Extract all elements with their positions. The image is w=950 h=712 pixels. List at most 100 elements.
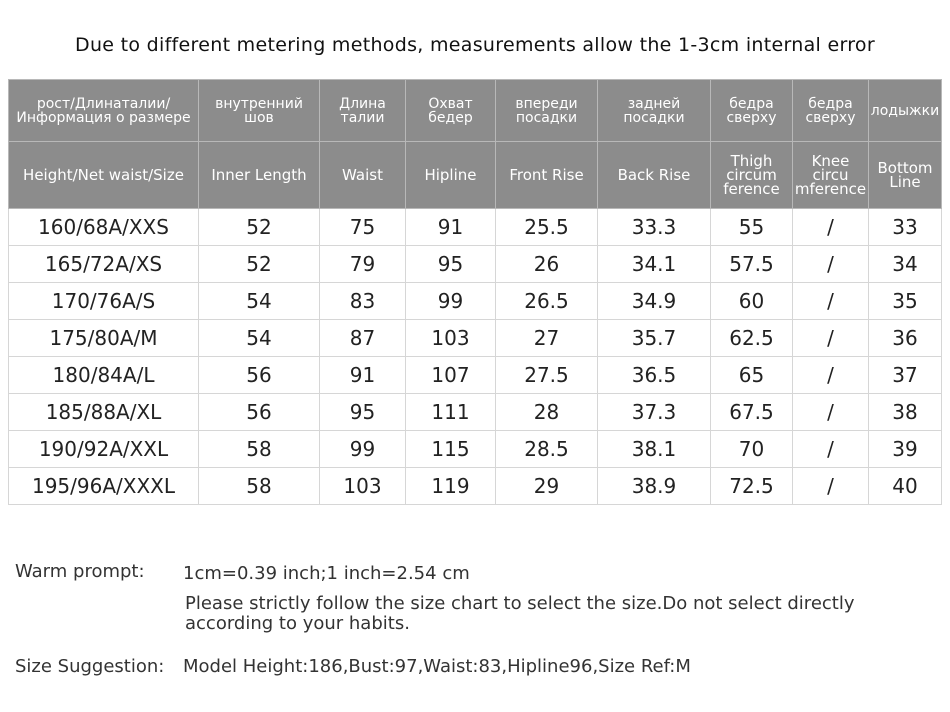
- header-line: рост/Длинаталии/: [36, 95, 171, 112]
- header-line: ference: [723, 180, 780, 198]
- header-cell: Back Rise: [597, 141, 711, 209]
- table-cell: 56: [198, 356, 320, 394]
- table-cell: 34.9: [597, 282, 711, 320]
- title: Due to different metering methods, measu…: [75, 34, 875, 56]
- header-cell: рост/Длинаталии/Информация о размере: [8, 79, 199, 142]
- table-row: 165/72A/XS 52 79 95 26 34.1 57.5/34: [8, 245, 942, 283]
- header-line: задней: [627, 95, 681, 112]
- header-line: бедра: [729, 95, 774, 112]
- table-cell: 190/92A/XXL: [8, 430, 199, 468]
- table-cell: 27.5: [495, 356, 598, 394]
- size-table: рост/Длинаталии/Информация о размере внут…: [8, 79, 942, 505]
- table-cell: 62.5: [710, 319, 793, 357]
- table-cell: 91: [319, 356, 406, 394]
- header-line: посадки: [515, 109, 578, 126]
- table-cell: /: [792, 282, 869, 320]
- table-row: 185/88A/XL 56 95 111 28 37.3 67.5/38: [8, 393, 942, 431]
- header-line: Front Rise: [509, 166, 584, 184]
- table-cell: 67.5: [710, 393, 793, 431]
- header-line: Knee: [811, 152, 850, 170]
- header-cell: Длина талии: [319, 79, 406, 142]
- header-row-ru: рост/Длинаталии/Информация о размере внут…: [8, 79, 942, 142]
- header-cell: Front Rise: [495, 141, 598, 209]
- table-cell: /: [792, 356, 869, 394]
- header-cell: Knee circu mference: [792, 141, 869, 209]
- header-line: сверху: [726, 109, 777, 126]
- table-cell: 103: [319, 467, 406, 505]
- header-line: Line: [889, 173, 921, 191]
- header-line: внутренний: [215, 95, 303, 112]
- table-cell: 26.5: [495, 282, 598, 320]
- header-cell: задней посадки: [597, 79, 711, 142]
- table-cell: 36.5: [597, 356, 711, 394]
- table-cell: 170/76A/S: [8, 282, 199, 320]
- table-cell: 28: [495, 393, 598, 431]
- table-cell: 65: [710, 356, 793, 394]
- table-cell: 95: [405, 245, 496, 283]
- header-line: circu: [812, 166, 849, 184]
- table-cell: /: [792, 430, 869, 468]
- table-cell: 99: [319, 430, 406, 468]
- header-cell: Waist: [319, 141, 406, 209]
- header-line: талии: [340, 109, 385, 126]
- header-cell: Inner Length: [198, 141, 320, 209]
- header-line: Back Rise: [617, 166, 691, 184]
- warm-line: Please strictly follow the size chart to…: [185, 593, 855, 634]
- table-cell: 38.1: [597, 430, 711, 468]
- table-cell: 195/96A/XXXL: [8, 467, 199, 505]
- table-cell: 37: [868, 356, 942, 394]
- header-line: шов: [244, 109, 274, 126]
- header-line: Inner Length: [211, 166, 307, 184]
- table-cell: 37.3: [597, 393, 711, 431]
- header-line: Охват: [428, 95, 473, 112]
- table-cell: /: [792, 319, 869, 357]
- table-cell: 33.3: [597, 208, 711, 246]
- header-line: посадки: [623, 109, 685, 126]
- header-line: Длина: [339, 95, 386, 112]
- table-cell: 91: [405, 208, 496, 246]
- suggest-label: Size Suggestion:: [15, 656, 165, 677]
- header-line: Bottom: [877, 159, 933, 177]
- table-cell: 34.1: [597, 245, 711, 283]
- table-row: 160/68A/XXS 52 75 91 25.5 33.3 55/33: [8, 208, 942, 246]
- table-cell: 58: [198, 467, 320, 505]
- header-cell: Thigh circum ference: [710, 141, 793, 209]
- table-cell: 52: [198, 208, 320, 246]
- header-line: circum: [726, 166, 777, 184]
- table-cell: 79: [319, 245, 406, 283]
- header-cell: лодыжки: [868, 79, 942, 142]
- table-cell: 185/88A/XL: [8, 393, 199, 431]
- table-cell: 60: [710, 282, 793, 320]
- header-cell: впереди посадки: [495, 79, 598, 142]
- table-cell: /: [792, 467, 869, 505]
- header-line: впереди: [515, 95, 578, 112]
- header-line: бедра: [808, 95, 853, 112]
- header-line: лодыжки: [870, 102, 940, 119]
- table-cell: 55: [710, 208, 793, 246]
- table-cell: 75: [319, 208, 406, 246]
- table-cell: 83: [319, 282, 406, 320]
- table-cell: 54: [198, 282, 320, 320]
- table-cell: 35.7: [597, 319, 711, 357]
- table-cell: 115: [405, 430, 496, 468]
- table-row: 190/92A/XXL 58 99 115 28.5 38.1 70/39: [8, 430, 942, 468]
- table-row: 170/76A/S 54 83 99 26.5 34.9 60/35: [8, 282, 942, 320]
- header-line: Waist: [342, 166, 383, 184]
- table-cell: 99: [405, 282, 496, 320]
- header-cell: Hipline: [405, 141, 496, 209]
- table-cell: 107: [405, 356, 496, 394]
- table-cell: 103: [405, 319, 496, 357]
- header-line: Информация о размере: [16, 109, 191, 126]
- table-cell: 38: [868, 393, 942, 431]
- table-cell: 28.5: [495, 430, 598, 468]
- table-cell: 40: [868, 467, 942, 505]
- warm-line: 1cm=0.39 inch;1 inch=2.54 cm: [183, 563, 470, 584]
- header-cell: Охват бедер: [405, 79, 496, 142]
- header-line: Height/Net waist/Size: [23, 166, 184, 184]
- table-cell: 25.5: [495, 208, 598, 246]
- table-cell: 119: [405, 467, 496, 505]
- table-cell: 95: [319, 393, 406, 431]
- table-cell: /: [792, 393, 869, 431]
- table-cell: 34: [868, 245, 942, 283]
